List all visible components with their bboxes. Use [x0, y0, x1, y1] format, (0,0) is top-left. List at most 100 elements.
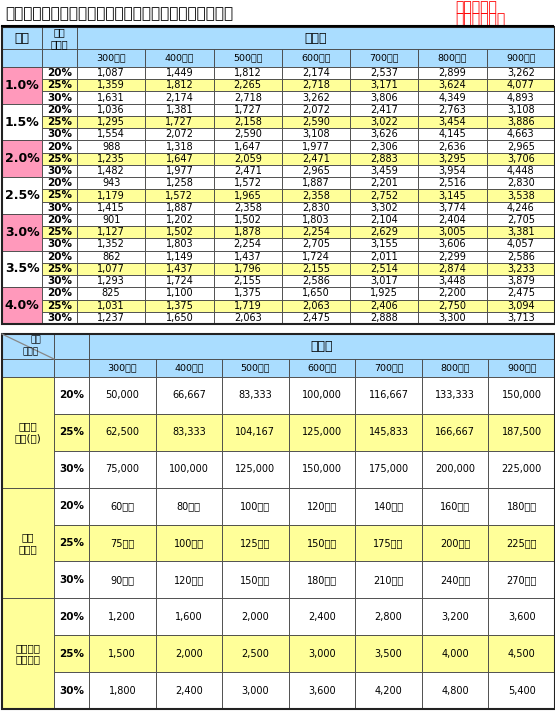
Bar — [214, 67, 282, 79]
Text: 金利別、年収負担率別　住宅ローン借入可能額（万円）: 金利別、年収負担率別 住宅ローン借入可能額（万円） — [5, 6, 233, 21]
Bar — [42, 141, 77, 153]
Bar — [214, 129, 282, 141]
Text: 2,516: 2,516 — [438, 178, 467, 188]
Text: 年収: 年収 — [31, 336, 41, 345]
Text: 225,000: 225,000 — [502, 464, 542, 474]
Text: 20%: 20% — [47, 288, 72, 298]
Text: 4,893: 4,893 — [507, 93, 534, 103]
Text: 4,000: 4,000 — [441, 648, 469, 659]
Text: 2,471: 2,471 — [234, 166, 261, 176]
Text: 3.5%: 3.5% — [4, 263, 39, 276]
Text: 3,262: 3,262 — [302, 93, 330, 103]
Text: 2,358: 2,358 — [234, 203, 261, 213]
Bar — [487, 129, 555, 141]
Bar — [214, 91, 282, 104]
Bar — [289, 635, 355, 672]
Text: 175,000: 175,000 — [369, 464, 408, 474]
Bar — [222, 561, 289, 598]
Bar — [350, 238, 418, 251]
Text: 3,806: 3,806 — [371, 93, 398, 103]
Bar — [2, 141, 42, 177]
Text: 3,600: 3,600 — [508, 612, 536, 622]
Bar — [418, 177, 487, 189]
Bar — [77, 226, 145, 238]
Text: 150万円: 150万円 — [307, 538, 337, 548]
Text: 400万円: 400万円 — [174, 363, 204, 373]
Text: 20%: 20% — [47, 215, 72, 225]
Bar — [222, 377, 289, 414]
Bar — [222, 598, 289, 635]
Text: 4,200: 4,200 — [375, 685, 402, 695]
Bar — [89, 414, 155, 451]
Text: 30%: 30% — [59, 685, 84, 695]
Text: 1,502: 1,502 — [165, 227, 193, 237]
Text: 116,667: 116,667 — [369, 391, 408, 401]
Bar — [54, 635, 89, 672]
Text: 2,265: 2,265 — [234, 81, 262, 91]
Bar — [282, 116, 350, 129]
Bar — [2, 598, 54, 709]
Bar — [2, 488, 54, 598]
Bar — [77, 104, 145, 116]
Text: 20%: 20% — [59, 391, 84, 401]
Text: 3,879: 3,879 — [507, 276, 534, 286]
Bar — [155, 635, 222, 672]
Bar — [282, 312, 350, 324]
Bar — [418, 263, 487, 275]
Text: 3,200: 3,200 — [441, 612, 469, 622]
Bar — [214, 201, 282, 214]
Text: 20%: 20% — [47, 141, 72, 151]
Bar — [487, 287, 555, 300]
Text: 1,318: 1,318 — [165, 141, 193, 151]
Text: 年収
負担率: 年収 負担率 — [51, 27, 68, 49]
Bar — [77, 79, 145, 91]
Bar — [222, 359, 289, 377]
Text: 600万円: 600万円 — [307, 363, 337, 373]
Bar — [54, 359, 89, 377]
Bar — [418, 214, 487, 226]
Bar — [214, 177, 282, 189]
Bar — [42, 49, 77, 67]
Bar — [350, 141, 418, 153]
Text: 2,417: 2,417 — [370, 105, 398, 115]
Bar — [289, 359, 355, 377]
Text: 1,803: 1,803 — [165, 239, 193, 249]
Text: 100,000: 100,000 — [169, 464, 209, 474]
Bar — [355, 488, 422, 525]
Bar — [282, 165, 350, 177]
Text: 2,718: 2,718 — [302, 81, 330, 91]
Bar — [487, 165, 555, 177]
Bar — [488, 561, 555, 598]
Text: 3.0%: 3.0% — [4, 226, 39, 238]
Text: 1,796: 1,796 — [234, 264, 261, 274]
Text: 30%: 30% — [59, 464, 84, 474]
Bar — [42, 238, 77, 251]
Text: 1,572: 1,572 — [234, 178, 262, 188]
Bar — [42, 300, 77, 312]
Text: 3,886: 3,886 — [507, 117, 534, 127]
Bar — [155, 377, 222, 414]
Bar — [42, 251, 77, 263]
Bar — [488, 635, 555, 672]
Bar — [77, 49, 145, 67]
Text: 2,830: 2,830 — [302, 203, 330, 213]
Text: 125,000: 125,000 — [235, 464, 275, 474]
Text: 年間
返済額: 年間 返済額 — [19, 532, 37, 554]
Bar — [350, 116, 418, 129]
Bar — [77, 300, 145, 312]
Bar — [155, 414, 222, 451]
Bar — [2, 377, 54, 488]
Bar — [282, 67, 350, 79]
Bar — [77, 177, 145, 189]
Text: 2,590: 2,590 — [302, 117, 330, 127]
Text: 4,246: 4,246 — [507, 203, 534, 213]
Bar — [418, 129, 487, 141]
Bar — [487, 141, 555, 153]
Text: 2.0%: 2.0% — [4, 152, 39, 165]
Bar — [77, 141, 145, 153]
Text: 1,500: 1,500 — [108, 648, 136, 659]
Text: 3,606: 3,606 — [439, 239, 466, 249]
Text: 100,000: 100,000 — [302, 391, 342, 401]
Bar — [282, 287, 350, 300]
Bar — [214, 312, 282, 324]
